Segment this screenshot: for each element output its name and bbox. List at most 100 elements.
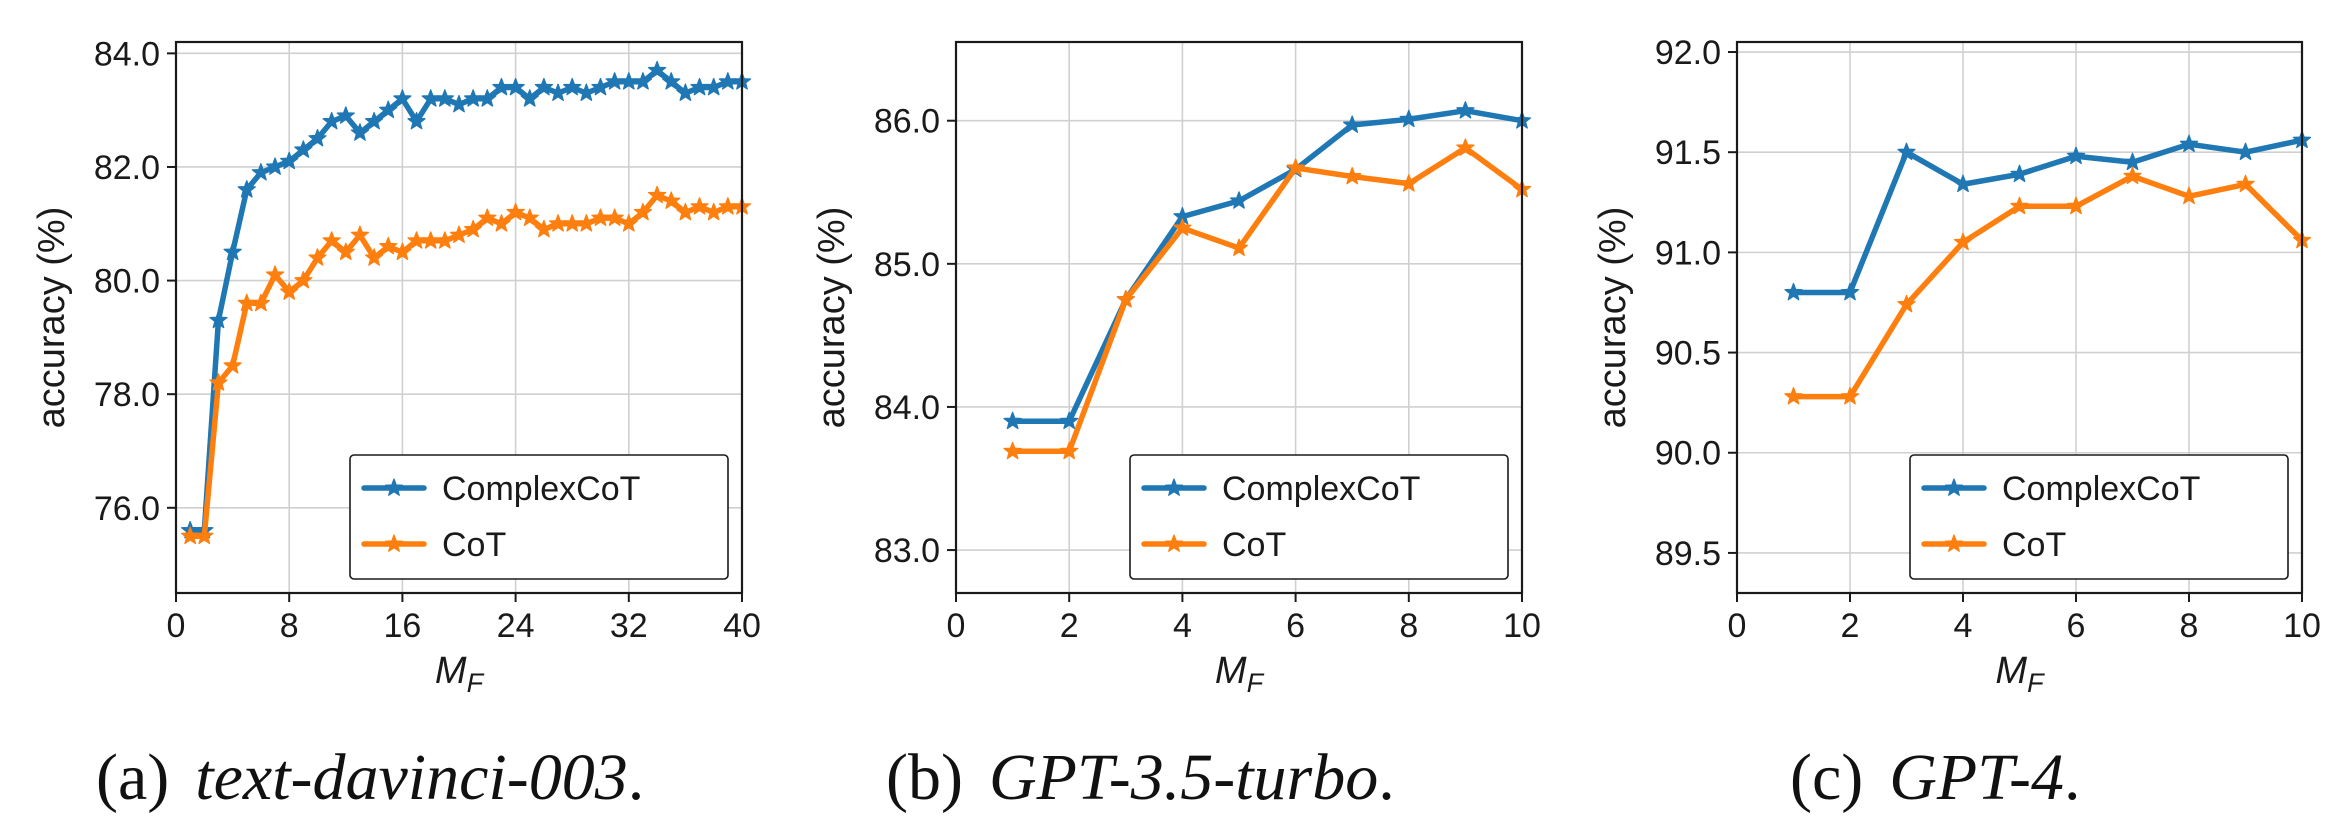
data-point-ComplexCoT <box>633 72 653 90</box>
data-point-ComplexCoT <box>478 89 497 107</box>
y-tick-label: 86.0 <box>874 103 940 141</box>
data-point-ComplexCoT <box>1953 174 1973 193</box>
data-point-CoT <box>449 225 469 244</box>
data-point-CoT <box>520 208 539 226</box>
data-point-ComplexCoT <box>237 180 256 198</box>
legend-marker <box>384 478 404 496</box>
data-point-ComplexCoT <box>563 77 582 96</box>
series-line-ComplexCoT <box>1009 107 1525 425</box>
legend-marker <box>1164 478 1184 496</box>
legend-label: ComplexCoT <box>1222 470 1420 508</box>
data-point-CoT <box>322 231 341 249</box>
y-tick-label: 76.0 <box>94 490 160 528</box>
data-point-CoT <box>2236 174 2255 193</box>
x-tick-label: 40 <box>723 607 761 645</box>
data-point-CoT <box>633 202 653 221</box>
data-point-CoT <box>506 202 525 221</box>
caption-tag: (b) <box>886 741 963 814</box>
legend-label: ComplexCoT <box>2002 470 2200 508</box>
data-point-ComplexCoT <box>534 77 554 96</box>
legend: ComplexCoT CoT <box>1909 454 2289 580</box>
data-point-CoT <box>195 526 214 545</box>
data-point-ComplexCoT <box>209 310 228 329</box>
data-point-ComplexCoT <box>308 128 327 147</box>
data-point-CoT <box>364 248 384 266</box>
legend-label: CoT <box>1222 526 1286 564</box>
y-tick-label: 90.0 <box>1655 435 1721 473</box>
data-point-CoT <box>1343 166 1362 185</box>
data-point-ComplexCoT <box>322 111 341 130</box>
data-point-CoT <box>577 214 596 232</box>
data-point-CoT <box>534 219 554 238</box>
legend-label: CoT <box>442 526 506 564</box>
data-point-CoT <box>1784 387 1803 405</box>
y-tick-label: 84.0 <box>874 389 940 427</box>
data-point-ComplexCoT <box>1060 411 1079 430</box>
legend-marker <box>1944 478 1964 496</box>
y-tick-label: 78.0 <box>94 376 160 414</box>
data-point-CoT <box>662 191 681 209</box>
x-axis-label: MF <box>1215 650 1265 698</box>
x-tick-label: 0 <box>1728 607 1747 645</box>
caption-tag: (a) <box>96 741 170 814</box>
data-point-ComplexCoT <box>1456 101 1475 119</box>
caption-model: GPT-3.5-turbo <box>988 741 1379 814</box>
panel-caption-b: (b) GPT-3.5-turbo. <box>886 740 1395 816</box>
y-tick-label: 82.0 <box>94 149 160 187</box>
data-point-ComplexCoT <box>1897 142 1916 161</box>
data-point-CoT <box>1116 290 1135 308</box>
data-point-ComplexCoT <box>1399 109 1418 128</box>
series-line-CoT <box>1790 173 2305 400</box>
data-point-CoT <box>265 265 285 283</box>
data-point-CoT <box>619 214 638 232</box>
chart-panel-0: 0 8 16 24 32 40 76.0 78.0 80.0 82.0 84.0 MF accuracy… <box>31 35 761 698</box>
data-point-ComplexCoT <box>294 140 313 158</box>
legend-label: CoT <box>2002 526 2066 564</box>
legend-marker <box>384 534 404 552</box>
y-tick-label: 90.5 <box>1655 335 1721 373</box>
data-point-ComplexCoT <box>577 83 596 101</box>
caption-end: . <box>627 741 645 814</box>
data-point-ComplexCoT <box>336 106 355 124</box>
caption-model: GPT-4 <box>1889 741 2065 814</box>
data-point-CoT <box>605 208 624 226</box>
y-tick-label: 85.0 <box>874 246 940 284</box>
x-tick-label: 16 <box>383 607 421 645</box>
data-point-CoT <box>463 219 483 238</box>
data-point-ComplexCoT <box>1840 282 1860 301</box>
legend-box <box>1129 454 1509 580</box>
data-point-CoT <box>1286 158 1305 176</box>
legend-box <box>1909 454 2289 580</box>
data-point-ComplexCoT <box>676 83 695 101</box>
data-point-ComplexCoT <box>662 72 681 90</box>
x-tick-label: 4 <box>1173 607 1192 645</box>
data-point-CoT <box>676 202 695 221</box>
legend-marker <box>1164 534 1184 552</box>
data-point-ComplexCoT <box>2236 142 2255 161</box>
x-tick-label: 8 <box>1399 607 1418 645</box>
data-point-CoT <box>435 231 455 249</box>
x-tick-label: 0 <box>947 607 966 645</box>
data-point-ComplexCoT <box>506 77 525 96</box>
x-axis-label: MF <box>435 650 485 698</box>
data-point-ComplexCoT <box>2010 164 2029 183</box>
caption-end: . <box>1378 741 1395 814</box>
data-point-ComplexCoT <box>1003 411 1022 430</box>
data-point-CoT <box>421 231 440 249</box>
data-point-ComplexCoT <box>2123 152 2142 171</box>
data-point-ComplexCoT <box>2179 134 2199 153</box>
data-point-CoT <box>308 248 327 266</box>
legend: ComplexCoT CoT <box>1129 454 1509 580</box>
legend-label: ComplexCoT <box>442 470 640 508</box>
x-tick-label: 6 <box>1286 607 1305 645</box>
data-point-ComplexCoT <box>223 242 242 261</box>
data-point-ComplexCoT <box>265 157 285 175</box>
panel-caption-a: (a) text-davinci-003. <box>96 740 644 816</box>
plot-frame <box>1735 40 2304 595</box>
data-point-ComplexCoT <box>251 163 271 181</box>
data-point-CoT <box>350 225 370 244</box>
x-tick-label: 24 <box>497 607 535 645</box>
plot-frame <box>174 40 744 595</box>
data-point-ComplexCoT <box>548 83 568 101</box>
